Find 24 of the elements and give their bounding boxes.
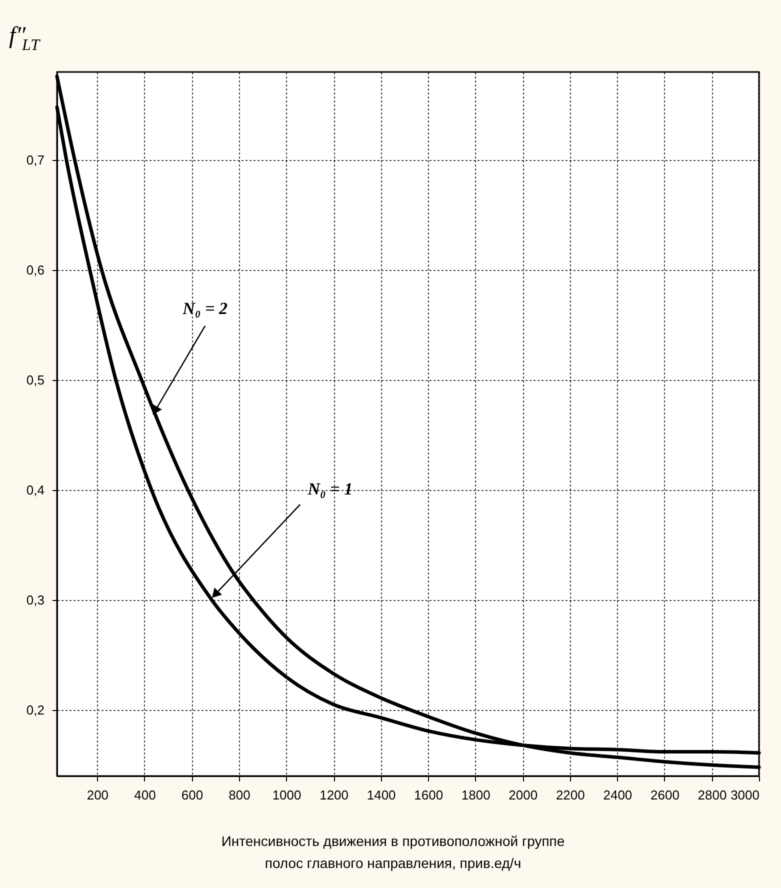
- annotation: N₀ = 2: [182, 298, 228, 318]
- x-tick-label: 2400: [603, 788, 632, 802]
- x-tick-label: 1800: [461, 788, 490, 802]
- annotation: N₀ = 1: [306, 480, 353, 498]
- x-tick-label: 2000: [508, 788, 538, 802]
- y-tick-label: 0,3: [26, 592, 44, 608]
- x-tick-label: 200: [86, 788, 109, 802]
- y-tick-label: 0,4: [26, 482, 44, 498]
- y-tick-label: 0,2: [26, 702, 44, 718]
- x-tick-label: 400: [134, 788, 156, 802]
- x-tick-label: 800: [228, 788, 250, 802]
- x-tick-label: 2200: [556, 788, 585, 802]
- x-tick-label: 1000: [272, 788, 302, 802]
- x-tick-label: 3000: [730, 788, 760, 802]
- x-tick-label: 1600: [414, 788, 444, 802]
- y-tick-label: 0,6: [26, 262, 44, 278]
- x-tick-label: 2800: [698, 788, 727, 802]
- y-tick-label: 0,7: [26, 152, 44, 168]
- x-tick-label: 2600: [650, 788, 680, 802]
- y-tick-label: 0,5: [26, 372, 44, 388]
- x-tick-label: 1400: [366, 788, 396, 802]
- x-tick-label: 600: [181, 788, 204, 802]
- x-axis-title: Интенсивность движения в противоположной группе полос главного направления, прив.ед/ч: [221, 833, 565, 871]
- x-tick-label: 1200: [320, 788, 349, 802]
